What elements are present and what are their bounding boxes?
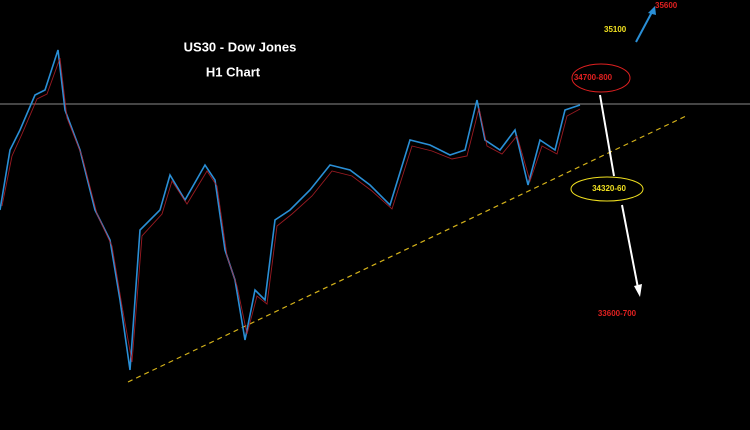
up-arrow [635,11,653,43]
down-arrow-upper [599,94,615,177]
down-arrow-head [634,284,642,297]
trend-line [127,115,687,383]
resistance-ellipse [571,63,631,93]
level-up-label: 35100 [604,25,627,34]
target-up-label: 35600 [655,1,678,10]
resistance-label: 34700-800 [574,73,613,82]
price-path-shadow [1,57,581,363]
down-arrow-lower [621,204,639,289]
support-label: 34320-60 [592,184,626,193]
support-ellipse [570,176,644,202]
up-arrow-head [648,6,656,15]
title: US30 - Dow Jones [184,39,297,54]
target-down-label: 33600-700 [598,309,637,318]
subtitle: H1 Chart [206,64,261,79]
